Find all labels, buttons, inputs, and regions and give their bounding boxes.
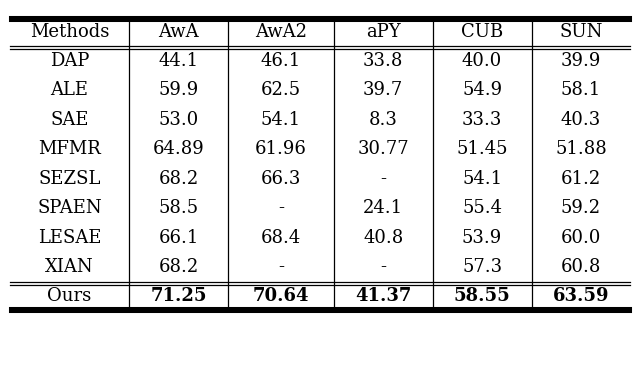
Text: -: - (380, 170, 386, 188)
Text: 66.1: 66.1 (159, 228, 199, 247)
Text: 33.3: 33.3 (462, 111, 502, 129)
Text: 59.2: 59.2 (561, 199, 601, 217)
Text: 40.3: 40.3 (561, 111, 601, 129)
Text: DAP: DAP (50, 52, 89, 70)
Text: 68.2: 68.2 (159, 258, 199, 276)
Text: SPAEN: SPAEN (37, 199, 102, 217)
Text: 70.64: 70.64 (253, 287, 309, 305)
Text: 68.4: 68.4 (261, 228, 301, 247)
Text: 58.1: 58.1 (561, 81, 601, 100)
Text: 54.9: 54.9 (462, 81, 502, 100)
Text: AwA2: AwA2 (255, 23, 307, 41)
Text: 68.2: 68.2 (159, 170, 199, 188)
Text: 46.1: 46.1 (261, 52, 301, 70)
Text: 61.2: 61.2 (561, 170, 601, 188)
Text: 40.0: 40.0 (462, 52, 502, 70)
Text: 58.55: 58.55 (454, 287, 511, 305)
Text: -: - (380, 258, 386, 276)
Text: 51.45: 51.45 (456, 140, 508, 158)
Text: AwA: AwA (159, 23, 199, 41)
Text: 40.8: 40.8 (363, 228, 403, 247)
Text: Ours: Ours (47, 287, 92, 305)
Text: 60.8: 60.8 (561, 258, 601, 276)
Text: 71.25: 71.25 (150, 287, 207, 305)
Text: 54.1: 54.1 (261, 111, 301, 129)
Text: 8.3: 8.3 (369, 111, 397, 129)
Text: 53.9: 53.9 (462, 228, 502, 247)
Text: 51.88: 51.88 (555, 140, 607, 158)
Text: ALE: ALE (51, 81, 88, 100)
Text: aPY: aPY (366, 23, 401, 41)
Text: -: - (278, 199, 284, 217)
Text: 41.37: 41.37 (355, 287, 412, 305)
Text: 33.8: 33.8 (363, 52, 403, 70)
Text: 44.1: 44.1 (159, 52, 199, 70)
Text: 30.77: 30.77 (357, 140, 409, 158)
Text: MFMR: MFMR (38, 140, 101, 158)
Text: XIAN: XIAN (45, 258, 94, 276)
Text: 63.59: 63.59 (553, 287, 609, 305)
Text: 55.4: 55.4 (462, 199, 502, 217)
Text: SEZSL: SEZSL (38, 170, 100, 188)
Text: 58.5: 58.5 (159, 199, 199, 217)
Text: 61.96: 61.96 (255, 140, 307, 158)
Text: SUN: SUN (559, 23, 603, 41)
Text: 53.0: 53.0 (159, 111, 199, 129)
Text: 64.89: 64.89 (153, 140, 205, 158)
Text: 60.0: 60.0 (561, 228, 601, 247)
Text: 57.3: 57.3 (462, 258, 502, 276)
Text: 54.1: 54.1 (462, 170, 502, 188)
Text: 66.3: 66.3 (261, 170, 301, 188)
Text: 39.7: 39.7 (363, 81, 403, 100)
Text: CUB: CUB (461, 23, 503, 41)
Text: 62.5: 62.5 (261, 81, 301, 100)
Text: -: - (278, 258, 284, 276)
Text: LESAE: LESAE (38, 228, 101, 247)
Text: Methods: Methods (30, 23, 109, 41)
Text: 59.9: 59.9 (159, 81, 199, 100)
Text: SAE: SAE (50, 111, 89, 129)
Text: 39.9: 39.9 (561, 52, 601, 70)
Text: 24.1: 24.1 (363, 199, 403, 217)
